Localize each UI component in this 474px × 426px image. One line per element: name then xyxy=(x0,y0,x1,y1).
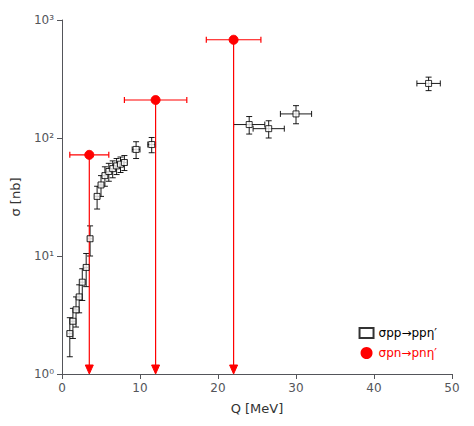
svg-text:10¹: 10¹ xyxy=(34,249,54,263)
svg-text:σ [nb]: σ [nb] xyxy=(8,177,23,216)
svg-text:σpn→pnη′: σpn→pnη′ xyxy=(379,346,438,360)
svg-text:0: 0 xyxy=(58,381,66,395)
svg-text:50: 50 xyxy=(444,381,459,395)
svg-text:40: 40 xyxy=(366,381,381,395)
svg-text:10⁰: 10⁰ xyxy=(34,367,54,381)
svg-text:10²: 10² xyxy=(34,131,54,145)
svg-text:10: 10 xyxy=(132,381,147,395)
svg-text:20: 20 xyxy=(210,381,225,395)
svg-text:10³: 10³ xyxy=(34,13,54,27)
svg-text:30: 30 xyxy=(288,381,303,395)
svg-text:Q [MeV]: Q [MeV] xyxy=(231,401,284,416)
svg-text:σpp→ppη′: σpp→ppη′ xyxy=(379,326,438,340)
